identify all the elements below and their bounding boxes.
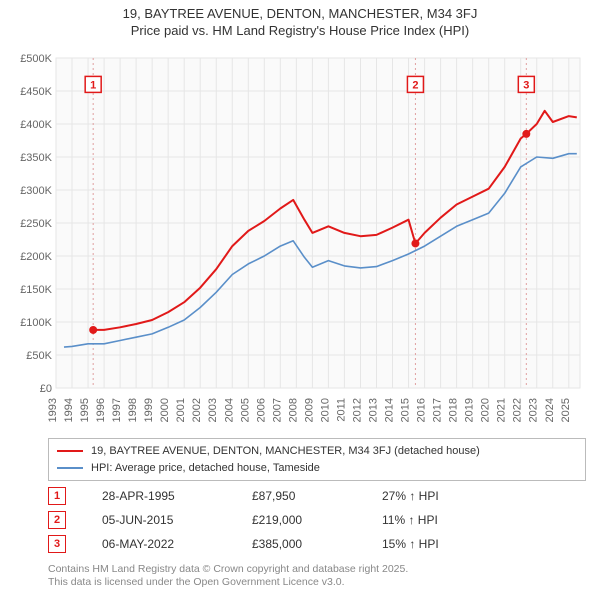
sale-price-3: £385,000 — [252, 537, 382, 551]
sale-marker-3: 3 — [48, 535, 66, 553]
chart-plot-area: £0£50K£100K£150K£200K£250K£300K£350K£400… — [48, 50, 588, 430]
svg-text:£450K: £450K — [20, 86, 52, 98]
svg-text:2025: 2025 — [560, 398, 572, 422]
sale-marker-1: 1 — [48, 487, 66, 505]
svg-text:2003: 2003 — [207, 398, 219, 422]
sale-pct-3: 15% ↑ HPI — [382, 537, 568, 551]
svg-text:1999: 1999 — [143, 398, 155, 422]
sale-price-1: £87,950 — [252, 489, 382, 503]
svg-text:2010: 2010 — [319, 398, 331, 422]
sale-pct-2: 11% ↑ HPI — [382, 513, 568, 527]
svg-text:£150K: £150K — [20, 284, 52, 296]
legend-box: 19, BAYTREE AVENUE, DENTON, MANCHESTER, … — [48, 438, 586, 481]
svg-text:2013: 2013 — [367, 398, 379, 422]
svg-text:2: 2 — [412, 79, 418, 91]
legend-swatch-2 — [57, 467, 83, 469]
title-line-2: Price paid vs. HM Land Registry's House … — [0, 23, 600, 40]
sale-row-3: 3 06-MAY-2022 £385,000 15% ↑ HPI — [48, 532, 568, 556]
svg-text:1: 1 — [90, 79, 96, 91]
svg-text:£0: £0 — [40, 383, 52, 395]
svg-text:1994: 1994 — [63, 398, 75, 422]
svg-text:2007: 2007 — [271, 398, 283, 422]
svg-text:2006: 2006 — [255, 398, 267, 422]
svg-text:1997: 1997 — [111, 398, 123, 422]
legend-item-2: HPI: Average price, detached house, Tame… — [57, 460, 577, 477]
sale-price-2: £219,000 — [252, 513, 382, 527]
legend-swatch-1 — [57, 450, 83, 452]
svg-text:£400K: £400K — [20, 119, 52, 131]
svg-text:2021: 2021 — [496, 398, 508, 422]
title-line-1: 19, BAYTREE AVENUE, DENTON, MANCHESTER, … — [0, 6, 600, 23]
svg-text:2002: 2002 — [191, 398, 203, 422]
svg-text:3: 3 — [523, 79, 529, 91]
svg-text:2011: 2011 — [335, 398, 347, 422]
svg-text:£250K: £250K — [20, 218, 52, 230]
svg-text:2008: 2008 — [287, 398, 299, 422]
svg-text:2005: 2005 — [239, 398, 251, 422]
svg-text:£350K: £350K — [20, 152, 52, 164]
svg-text:2020: 2020 — [480, 398, 492, 422]
svg-text:1996: 1996 — [95, 398, 107, 422]
sale-pct-1: 27% ↑ HPI — [382, 489, 568, 503]
chart-svg: £0£50K£100K£150K£200K£250K£300K£350K£400… — [48, 50, 588, 430]
footer-line-2: This data is licensed under the Open Gov… — [48, 576, 568, 590]
chart-container: 19, BAYTREE AVENUE, DENTON, MANCHESTER, … — [0, 6, 600, 596]
sale-row-2: 2 05-JUN-2015 £219,000 11% ↑ HPI — [48, 508, 568, 532]
svg-text:£100K: £100K — [20, 317, 52, 329]
svg-text:1998: 1998 — [127, 398, 139, 422]
svg-text:£50K: £50K — [26, 350, 52, 362]
svg-text:2024: 2024 — [544, 398, 556, 422]
sales-table: 1 28-APR-1995 £87,950 27% ↑ HPI 2 05-JUN… — [48, 484, 568, 556]
footer-attribution: Contains HM Land Registry data © Crown c… — [48, 563, 568, 590]
svg-text:2022: 2022 — [512, 398, 524, 422]
svg-text:£500K: £500K — [20, 53, 52, 65]
svg-text:2004: 2004 — [223, 398, 235, 422]
svg-text:£200K: £200K — [20, 251, 52, 263]
svg-text:2000: 2000 — [159, 398, 171, 422]
svg-text:2018: 2018 — [448, 398, 460, 422]
svg-text:2017: 2017 — [432, 398, 444, 422]
svg-text:2001: 2001 — [175, 398, 187, 422]
chart-title: 19, BAYTREE AVENUE, DENTON, MANCHESTER, … — [0, 6, 600, 40]
svg-text:2009: 2009 — [303, 398, 315, 422]
svg-text:2016: 2016 — [416, 398, 428, 422]
svg-text:1993: 1993 — [47, 398, 59, 422]
sale-row-1: 1 28-APR-1995 £87,950 27% ↑ HPI — [48, 484, 568, 508]
legend-label-2: HPI: Average price, detached house, Tame… — [91, 460, 320, 477]
svg-text:1995: 1995 — [79, 398, 91, 422]
sale-date-2: 05-JUN-2015 — [102, 513, 252, 527]
svg-text:2023: 2023 — [528, 398, 540, 422]
legend-label-1: 19, BAYTREE AVENUE, DENTON, MANCHESTER, … — [91, 443, 480, 460]
legend-item-1: 19, BAYTREE AVENUE, DENTON, MANCHESTER, … — [57, 443, 577, 460]
sale-date-1: 28-APR-1995 — [102, 489, 252, 503]
svg-text:2015: 2015 — [400, 398, 412, 422]
svg-text:2019: 2019 — [464, 398, 476, 422]
svg-text:2014: 2014 — [384, 398, 396, 422]
sale-date-3: 06-MAY-2022 — [102, 537, 252, 551]
svg-text:£300K: £300K — [20, 185, 52, 197]
sale-marker-2: 2 — [48, 511, 66, 529]
svg-text:2012: 2012 — [351, 398, 363, 422]
footer-line-1: Contains HM Land Registry data © Crown c… — [48, 563, 568, 577]
